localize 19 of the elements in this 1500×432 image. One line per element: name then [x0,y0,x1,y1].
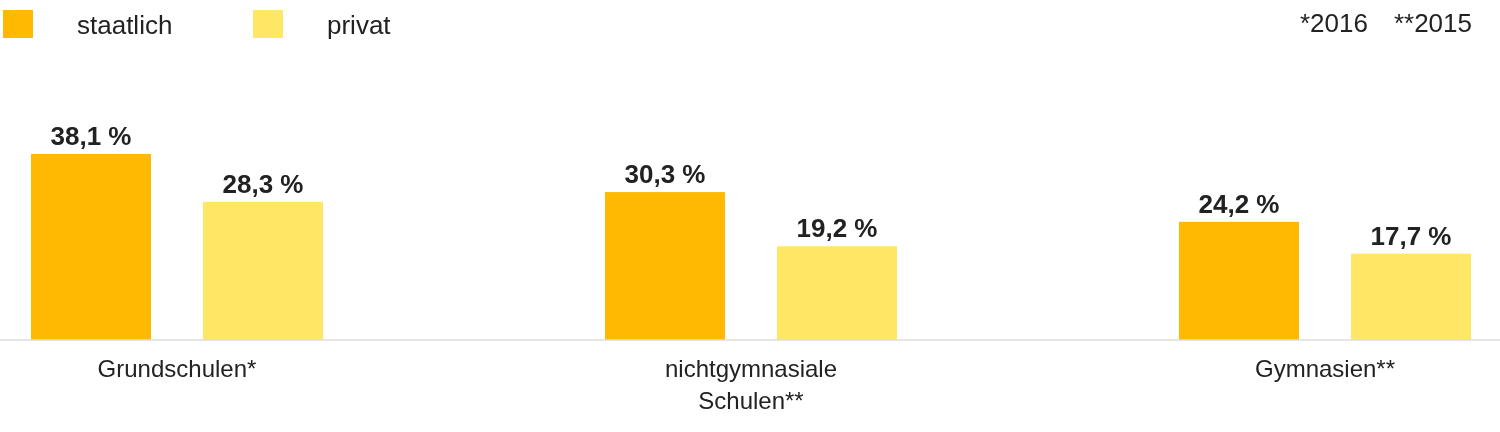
bar [1351,253,1471,340]
bar [1179,221,1299,340]
bar [203,201,323,340]
bar [605,192,725,340]
data-label: 17,7 % [1370,220,1452,251]
text: **2015 [1393,8,1472,38]
x-tick-label: Gymnasien** [1254,355,1396,382]
data-label: 30,3 % [624,159,706,190]
legend-label: privat [327,10,392,40]
legend-label: staatlich [77,10,173,40]
bar [31,154,151,340]
data-label: 19,2 % [796,213,878,244]
data-label: 38,1 % [50,121,132,151]
bar [777,246,897,340]
data-label: 28,3 % [222,168,304,199]
x-tick-label: nichtgymnasiale Schulen** [664,355,838,414]
x-tick-label: Grundschulen* [97,355,257,382]
text: *2016 [1299,8,1368,38]
data-label: 24,2 % [1198,188,1280,219]
